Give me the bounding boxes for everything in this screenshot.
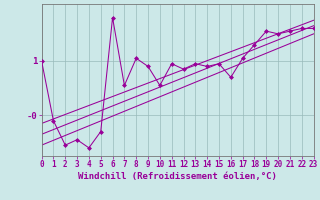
X-axis label: Windchill (Refroidissement éolien,°C): Windchill (Refroidissement éolien,°C) bbox=[78, 172, 277, 181]
